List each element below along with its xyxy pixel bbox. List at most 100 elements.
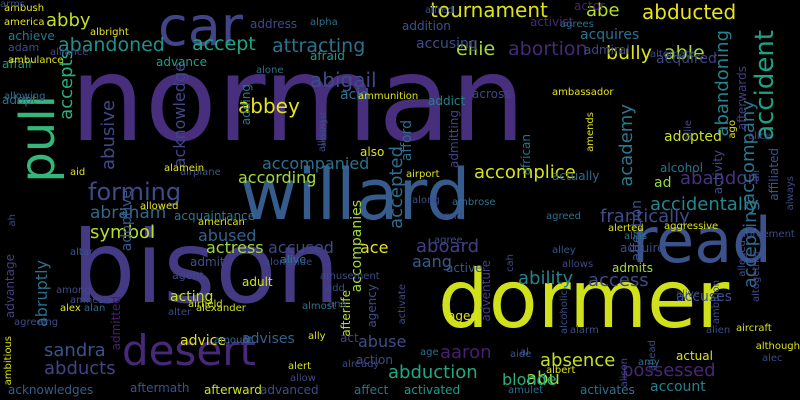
cloud-word: alive [280,253,307,266]
cloud-word: amends [585,112,596,152]
cloud-word: actually [552,169,600,183]
cloud-word: although [755,341,800,352]
cloud-word: read [632,204,772,277]
cloud-word: abduction [388,362,478,383]
cloud-word: actor [574,0,605,13]
cloud-word: alter [168,307,192,318]
cloud-word: admiral [584,43,630,57]
cloud-word: alex [60,303,81,314]
cloud-word: according [238,168,317,187]
cloud-word: airport [406,169,440,180]
cloud-word: account [650,379,706,395]
cloud-word: aged [448,309,478,323]
cloud-word: admits [612,261,653,275]
cloud-word: tournament [430,0,548,22]
cloud-word: affair [2,57,34,71]
cloud-word: possessed [622,360,716,381]
cloud-word: accidentally [650,194,759,215]
cloud-word: acknowledges [8,383,94,397]
cloud-word: alliance [50,47,89,58]
cloud-word: alternate [650,49,696,60]
cloud-word: aang [412,252,452,271]
cloud-word: abbey [238,94,300,118]
cloud-word: agent [172,269,204,282]
cloud-word: abe [586,0,620,21]
cloud-word: access [588,270,649,291]
cloud-word: aftermath [130,381,190,395]
cloud-word: amongst [319,112,328,148]
cloud-word: allowed [140,201,179,212]
cloud-word: abu [526,368,560,389]
cloud-word: advises [242,331,295,347]
cloud-word: alone [256,65,284,76]
cloud-word: accuses [676,289,733,305]
cloud-word: among [56,285,91,296]
cloud-word: alexander [196,303,246,314]
cloud-word: ability [518,268,574,289]
cloud-word: bison [72,209,340,326]
cloud-word: frantically [600,206,690,227]
cloud-word: alive [676,289,700,300]
cloud-word: adoptive [119,190,135,252]
cloud-word: advantage [3,254,17,319]
cloud-word: ana [328,299,347,310]
cloud-word: ambassador [552,87,614,98]
cloud-word: academy [616,104,637,187]
cloud-word: activates [580,383,635,397]
cloud-word: ad [654,175,672,191]
cloud-word: almost [302,301,336,312]
cloud-word: activate [397,284,408,325]
cloud-word: addition [402,19,451,33]
cloud-word: always [785,176,796,211]
cloud-word: agreeing [14,317,59,328]
cloud-word: adult [242,275,273,289]
cloud-word: afford [399,120,415,162]
cloud-word: already [342,359,380,370]
cloud-word: act [340,331,359,345]
cloud-word: sandra [44,340,106,361]
cloud-word: alcoholic [559,290,570,335]
cloud-word: acquires [580,27,640,43]
cloud-word: addict [428,94,466,108]
cloud-word: acquaintance [174,209,256,223]
cloud-word: albright [90,27,129,38]
cloud-word: admit [190,255,225,269]
cloud-word: acting [170,289,214,305]
cloud-word: airplane [180,167,221,178]
cloud-word: agreed [546,211,582,222]
cloud-word: aboard [416,236,480,257]
cloud-word: amount [214,335,253,346]
cloud-word: accept [192,33,256,55]
cloud-word: alongside [264,257,313,268]
cloud-word: adopted [664,129,722,145]
cloud-word: ambitious [3,336,14,386]
cloud-word: alison [619,358,630,388]
cloud-word: acknowledge [170,62,189,168]
cloud-word: willard [240,154,471,236]
cloud-word: ambition [711,280,722,325]
cloud-word: alice [748,131,772,142]
cloud-word: amulet [508,385,544,396]
cloud-word: norman [70,30,526,168]
cloud-word: agree [434,235,463,246]
cloud-word: allie [683,120,694,141]
cloud-word: adopt [2,93,37,107]
cloud-word: alley [552,245,576,256]
cloud-word: alert [288,361,312,372]
cloud-word: african [519,134,533,176]
cloud-word: acquired [656,51,717,67]
cloud-word: desert [122,326,256,375]
cloud-word: activity [711,150,725,195]
cloud-word: ambulance [8,55,64,66]
cloud-word: acid [340,87,370,103]
cloud-word: afraid [310,49,345,63]
cloud-word: active [446,261,483,275]
cloud-word: alarm [570,325,599,336]
cloud-word: agreement [740,229,795,240]
cloud-word: affect [354,383,389,397]
cloud-word: aid [70,167,86,178]
cloud-word: ace [360,238,389,257]
cloud-word: ali [751,170,762,182]
cloud-word: absence [540,350,616,371]
